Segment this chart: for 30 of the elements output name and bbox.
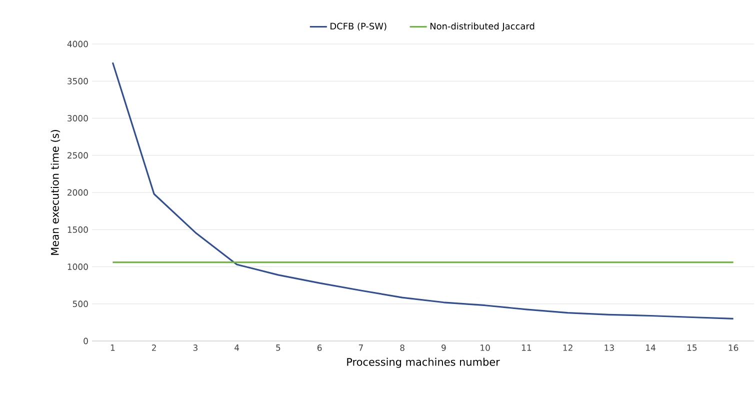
x-tick-label: 9 xyxy=(442,344,446,351)
x-tick-label: 10 xyxy=(480,344,490,351)
x-tick-label: 5 xyxy=(276,344,280,351)
x-tick-label: 2 xyxy=(152,344,156,351)
y-tick-label: 1000 xyxy=(68,264,88,270)
y-axis-title: Mean execution time (s) xyxy=(50,130,60,255)
y-tick-label: 1500 xyxy=(68,226,88,233)
y-tick-label: 2500 xyxy=(68,152,88,159)
x-tick-label: 12 xyxy=(563,344,572,351)
legend-label: Non-distributed Jaccard xyxy=(430,22,534,32)
y-tick-label: 3000 xyxy=(68,115,88,122)
y-tick-label: 3500 xyxy=(68,78,88,84)
x-tick-label: 13 xyxy=(604,344,614,351)
x-tick-label: 15 xyxy=(687,344,697,351)
line-series xyxy=(112,62,734,320)
y-tick-label: 4000 xyxy=(67,40,88,48)
x-tick-label: 6 xyxy=(317,344,322,351)
x-tick-label: 16 xyxy=(728,344,738,351)
x-tick-label: 4 xyxy=(234,344,240,351)
x-tick-label: 3 xyxy=(193,344,198,351)
y-tick-label: 2000 xyxy=(68,189,88,196)
x-tick-label: 7 xyxy=(358,344,363,351)
x-tick-label: 14 xyxy=(646,344,656,351)
x-axis-title: Processing machines number xyxy=(347,358,500,368)
x-tick-label: 1 xyxy=(110,344,115,351)
x-tick-label: 11 xyxy=(522,344,532,351)
y-tick-label: 500 xyxy=(72,300,88,308)
legend-label: DCFB (P-SW) xyxy=(330,22,386,31)
y-tick-label: 0 xyxy=(84,338,88,344)
x-tick-label: 8 xyxy=(400,344,404,351)
